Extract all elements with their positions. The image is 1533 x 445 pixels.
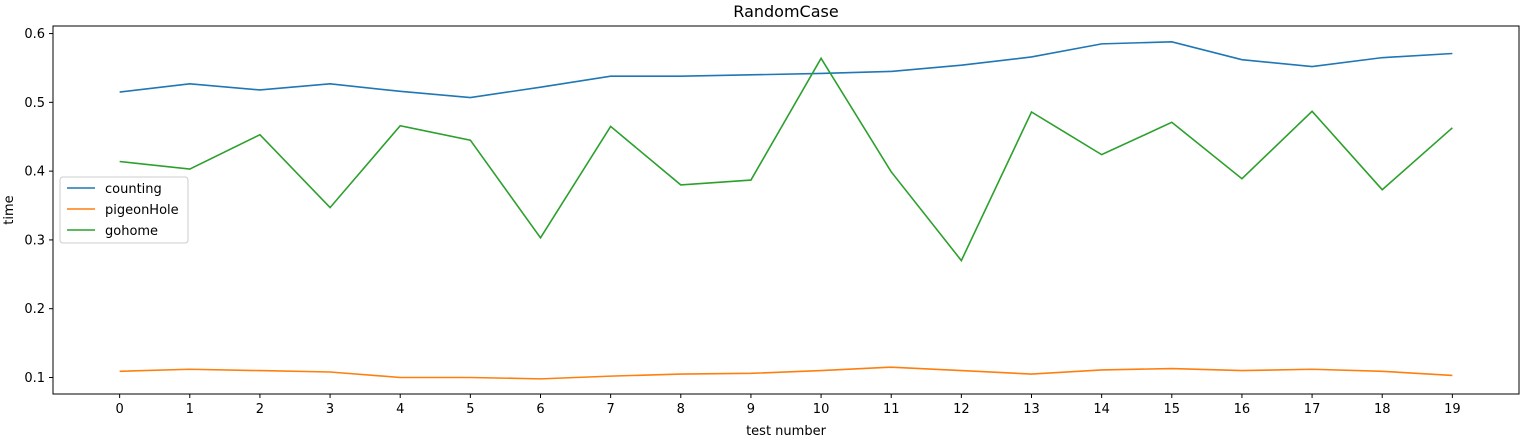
y-axis-label: time	[2, 195, 17, 224]
y-tick-label: 0.5	[24, 96, 45, 111]
x-tick-label: 14	[1093, 402, 1110, 417]
y-tick-label: 0.1	[24, 371, 45, 386]
x-tick-label: 13	[1023, 402, 1040, 417]
x-tick-label: 2	[256, 402, 264, 417]
legend-label-pigeonHole: pigeonHole	[105, 203, 179, 218]
x-tick-label: 4	[396, 402, 404, 417]
legend-label-gohome: gohome	[105, 224, 158, 239]
x-tick-label: 18	[1374, 402, 1391, 417]
x-tick-label: 8	[677, 402, 685, 417]
x-tick-label: 11	[883, 402, 900, 417]
y-tick-label: 0.3	[24, 233, 45, 248]
x-tick-label: 19	[1444, 402, 1461, 417]
y-tick-label: 0.4	[24, 165, 45, 180]
chart-title: RandomCase	[733, 2, 838, 21]
x-tick-label: 3	[326, 402, 334, 417]
x-tick-label: 17	[1304, 402, 1321, 417]
legend: counting pigeonHole gohome	[59, 176, 189, 244]
x-tick-label: 9	[747, 402, 755, 417]
legend-label-counting: counting	[105, 182, 162, 197]
x-tick-label: 16	[1234, 402, 1251, 417]
x-axis-label: test number	[746, 424, 826, 439]
x-tick-label: 10	[813, 402, 830, 417]
plot-frame	[52, 25, 1520, 395]
legend-box	[59, 176, 189, 244]
series-line-pigeonHole	[119, 366, 1453, 380]
x-tick-label: 6	[536, 402, 544, 417]
x-tick-label: 5	[466, 402, 474, 417]
y-tick-label: 0.2	[24, 302, 45, 317]
series-line-gohome	[119, 56, 1453, 263]
y-tick-label: 0.6	[24, 27, 45, 42]
x-tick-label: 1	[186, 402, 194, 417]
x-tick-label: 7	[607, 402, 615, 417]
series-line-counting	[119, 41, 1453, 99]
x-tick-label: 0	[115, 402, 123, 417]
x-tick-label: 15	[1164, 402, 1181, 417]
x-tick-label: 12	[953, 402, 970, 417]
